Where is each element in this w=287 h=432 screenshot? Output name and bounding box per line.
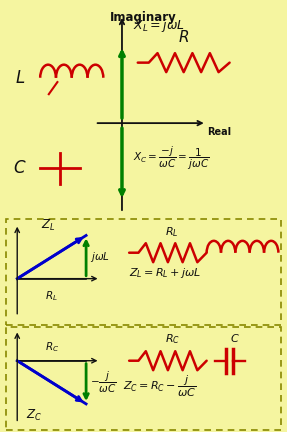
Text: $L$: $L$ — [15, 69, 25, 87]
Text: $C$: $C$ — [230, 332, 240, 344]
Text: $R_L$: $R_L$ — [45, 289, 58, 303]
Text: Real: Real — [207, 127, 231, 137]
Text: $C$: $C$ — [13, 159, 27, 178]
Text: Imaginary: Imaginary — [110, 11, 177, 24]
Text: $Z_C$: $Z_C$ — [26, 408, 42, 423]
Text: $R_L$: $R_L$ — [165, 225, 179, 239]
Text: $R$: $R$ — [178, 29, 189, 45]
Text: $-\dfrac{j}{\omega C}$: $-\dfrac{j}{\omega C}$ — [90, 370, 116, 395]
Text: $R_C$: $R_C$ — [44, 340, 59, 354]
Text: $j\omega L$: $j\omega L$ — [90, 250, 110, 264]
Text: $Z_L$: $Z_L$ — [41, 218, 55, 233]
Text: $X_L = j\omega L$: $X_L = j\omega L$ — [133, 17, 185, 34]
Text: $Z_C = R_C - \dfrac{j}{\omega C}$: $Z_C = R_C - \dfrac{j}{\omega C}$ — [123, 374, 197, 399]
Text: $Z_L = R_L + j\omega L$: $Z_L = R_L + j\omega L$ — [129, 266, 201, 280]
Text: $X_C = \dfrac{-j}{\omega C} = \dfrac{1}{j\omega C}$: $X_C = \dfrac{-j}{\omega C} = \dfrac{1}{… — [133, 145, 210, 172]
Text: $R_C$: $R_C$ — [165, 332, 180, 346]
